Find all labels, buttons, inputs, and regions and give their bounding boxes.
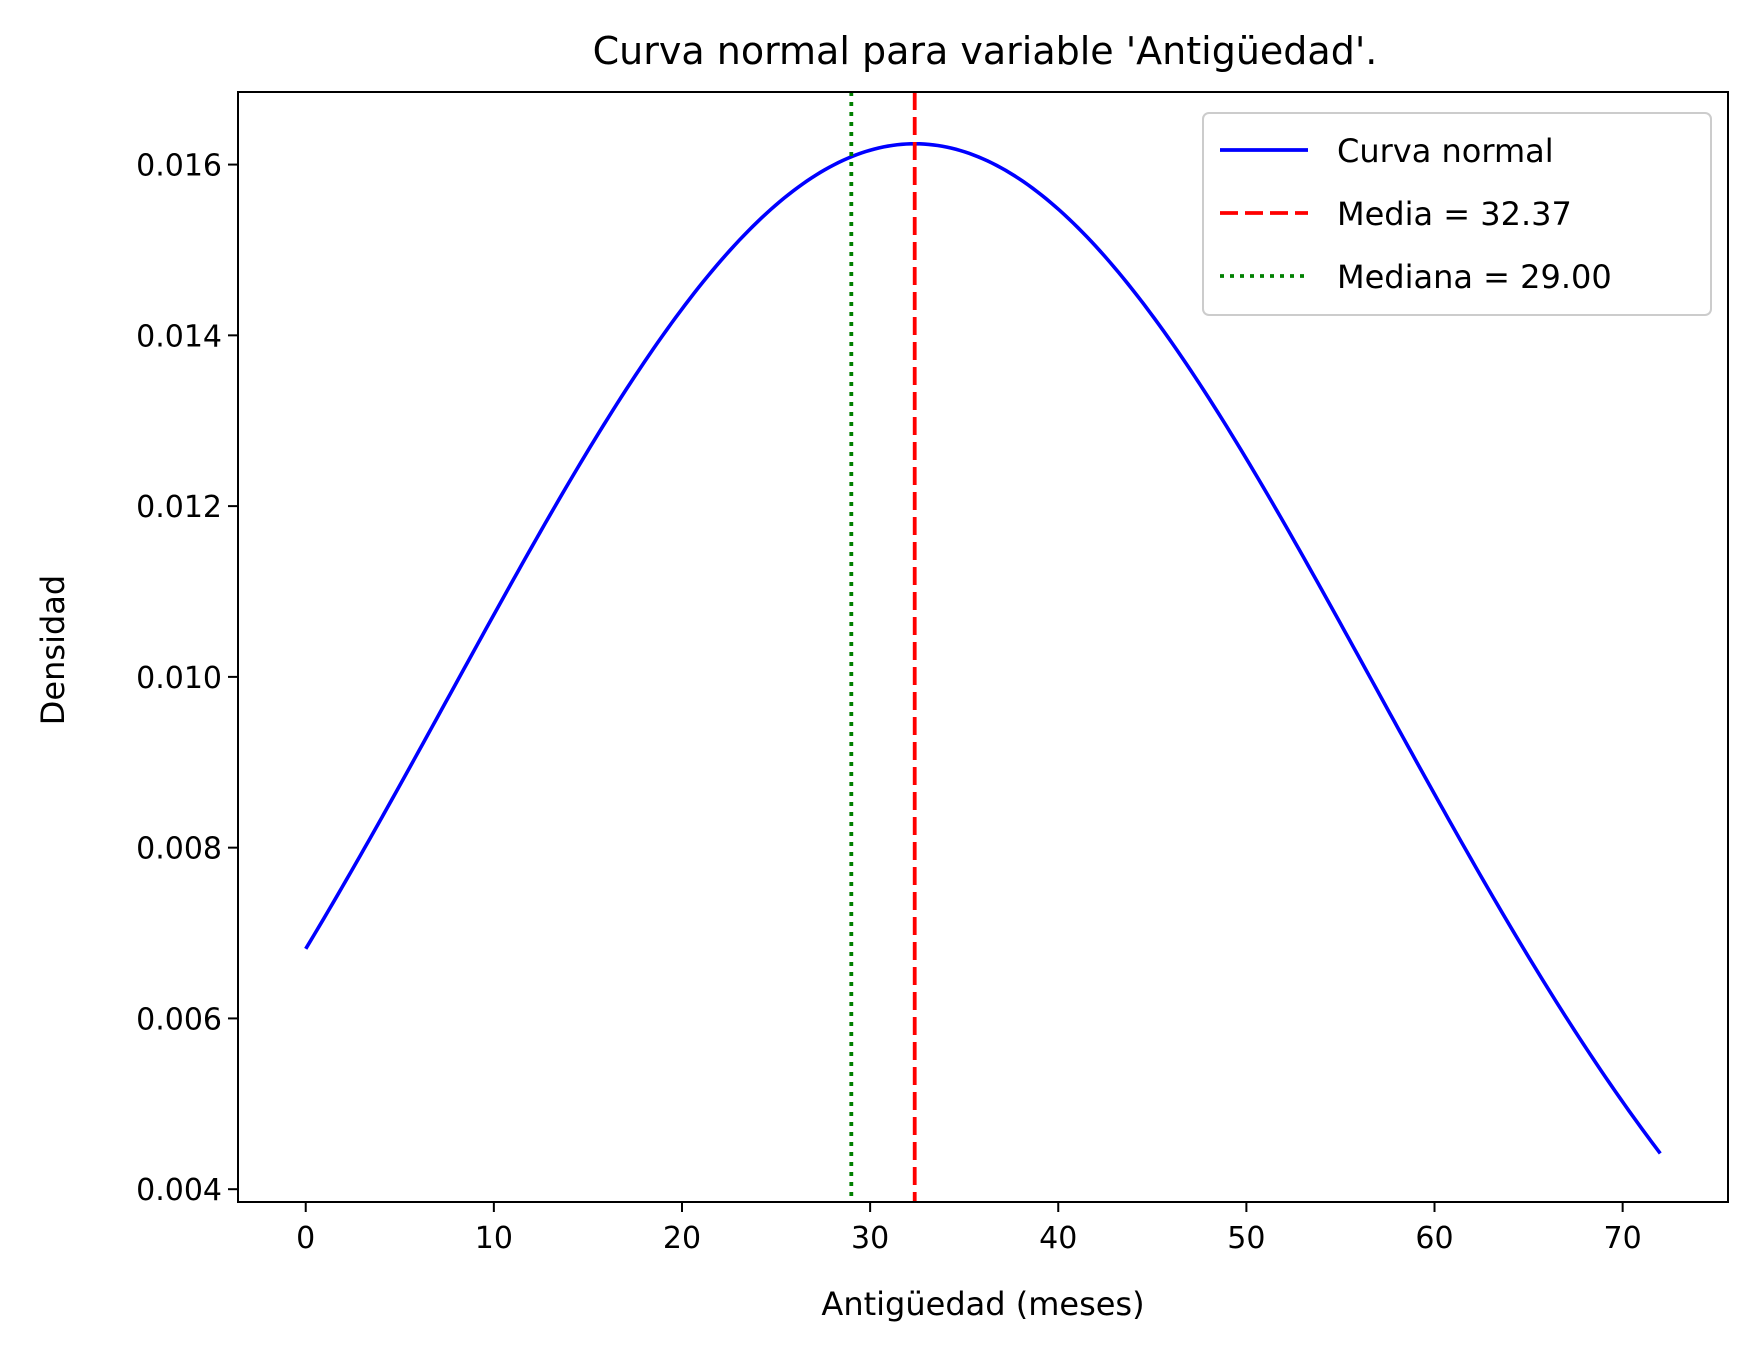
- plot-area: [304, 92, 1662, 1202]
- x-tick-label: 0: [296, 1221, 315, 1256]
- y-tick-label: 0.010: [136, 661, 222, 696]
- legend-entry-curve-label: Curva normal: [1337, 132, 1554, 170]
- y-axis-label: Densidad: [34, 575, 72, 725]
- x-tick-label: 10: [475, 1221, 513, 1256]
- x-tick-label: 50: [1227, 1221, 1265, 1256]
- y-axis: 0.004 0.006 0.008 0.010 0.012 0.014 0.016: [136, 149, 238, 1208]
- x-axis-label: Antigüedad (meses): [821, 1285, 1144, 1323]
- legend-box: [1202, 112, 1712, 316]
- y-tick-label: 0.012: [136, 490, 222, 525]
- x-tick-label: 60: [1415, 1221, 1453, 1256]
- legend: Curva normal Media = 32.37 Mediana = 29.00: [1202, 112, 1712, 316]
- chart-title: Curva normal para variable 'Antigüedad'.: [593, 29, 1378, 73]
- y-tick-label: 0.008: [136, 832, 222, 867]
- legend-entry-median-label: Mediana = 29.00: [1337, 258, 1612, 296]
- x-tick-label: 70: [1604, 1221, 1642, 1256]
- x-tick-label: 30: [851, 1221, 889, 1256]
- x-tick-label: 20: [663, 1221, 701, 1256]
- y-tick-label: 0.014: [136, 319, 222, 354]
- normal-curve-line: [304, 141, 1662, 1155]
- y-tick-label: 0.016: [136, 149, 222, 184]
- x-tick-label: 40: [1039, 1221, 1077, 1256]
- y-tick-label: 0.006: [136, 1002, 222, 1037]
- y-tick-label: 0.004: [136, 1173, 222, 1208]
- legend-entry-mean-label: Media = 32.37: [1337, 195, 1572, 233]
- axes-frame: [237, 91, 1729, 1203]
- x-axis: 0 10 20 30 40 50 60 70: [296, 1202, 1642, 1256]
